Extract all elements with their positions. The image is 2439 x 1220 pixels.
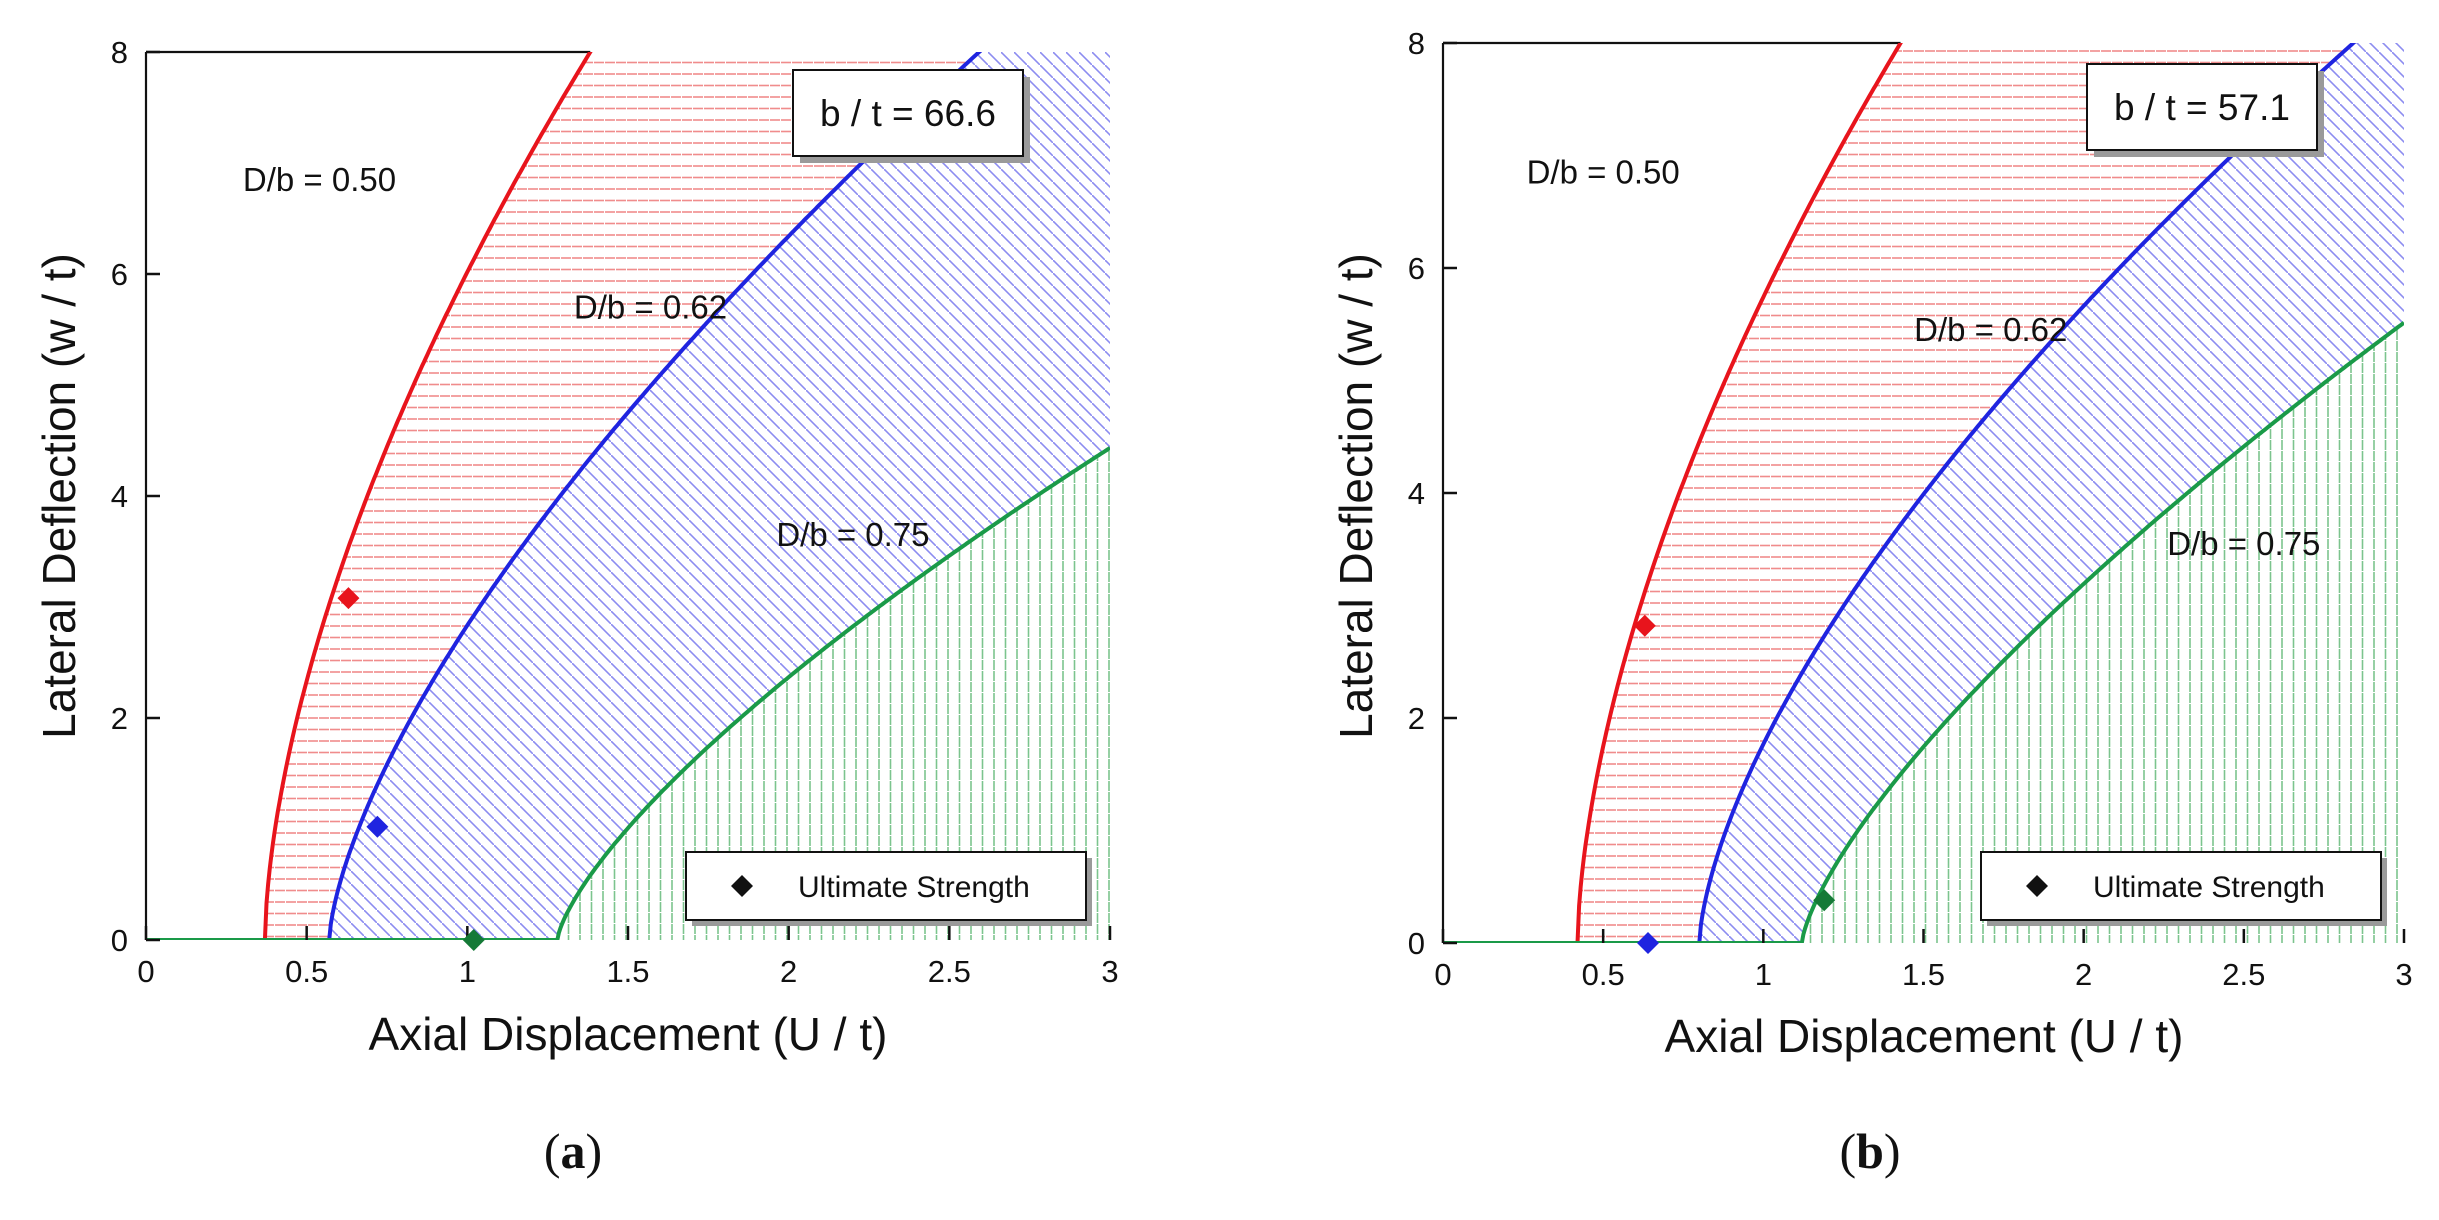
region-hatch-vertical <box>1443 322 2404 943</box>
y-axis-title: Lateral Deflection (w / t) <box>1330 253 1382 739</box>
series-line-1 <box>1443 43 1903 943</box>
y-tick-label: 8 <box>1408 26 1425 61</box>
x-tick-label: 3 <box>1101 954 1118 989</box>
ratio-box: b / t = 66.6 <box>792 69 1030 163</box>
ultimate-strength-point-2 <box>366 815 389 838</box>
ultimate-strength-point-2 <box>1637 932 1660 954</box>
x-tick-label: 1.5 <box>1902 957 1945 992</box>
ticks: 0 0.5 1 1.5 2 2.5 3 0 2 4 6 8 <box>111 35 1119 989</box>
ratio-label: b / t = 66.6 <box>820 93 996 134</box>
ultimate-strength-point-3 <box>462 929 485 951</box>
ratio-label: b / t = 57.1 <box>2114 87 2290 128</box>
ultimate-strength-point-3 <box>1813 889 1836 912</box>
y-tick-label: 2 <box>1408 701 1425 736</box>
curve-label-3: D/b = 0.75 <box>776 516 929 553</box>
caption-letter: b <box>1856 1123 1884 1179</box>
legend-label: Ultimate Strength <box>2093 871 2325 904</box>
legend: Ultimate Strength <box>1980 851 2387 926</box>
x-tick-label: 2.5 <box>928 954 971 989</box>
x-tick-label: 1 <box>1755 957 1772 992</box>
legend: Ultimate Strength <box>685 851 1092 926</box>
region-hatch-diagonal <box>1443 43 2404 943</box>
y-tick-label: 6 <box>111 257 128 292</box>
curve-label-2: D/b = 0.62 <box>574 288 727 325</box>
y-tick-label: 4 <box>111 479 128 514</box>
x-tick-label: 0.5 <box>1582 957 1625 992</box>
ultimate-strength-point-1 <box>337 587 360 610</box>
region-hatch-diagonal <box>146 52 1110 940</box>
y-axis-title: Lateral Deflection (w / t) <box>33 253 85 739</box>
ratio-box-frame <box>2086 63 2318 151</box>
caption-letter: a <box>561 1123 586 1179</box>
ratio-box: b / t = 57.1 <box>2086 63 2324 157</box>
y-tick-label: 8 <box>111 35 128 70</box>
x-tick-label: 2 <box>2075 957 2092 992</box>
legend-diamond-marker <box>2026 875 2048 897</box>
caption-open: ( <box>1839 1123 1856 1179</box>
y-tick-label: 0 <box>1408 926 1425 961</box>
ultimate-strength-markers <box>1633 614 1836 954</box>
series-line-3 <box>1443 321 2404 943</box>
curve-label-2: D/b = 0.62 <box>1914 311 2067 348</box>
x-tick-label: 2 <box>780 954 797 989</box>
y-tick-label: 0 <box>111 923 128 958</box>
y-tick-label: 4 <box>1408 476 1425 511</box>
curve-label-1: D/b = 0.50 <box>1527 154 1680 191</box>
x-axis-title: Axial Displacement (U / t) <box>1665 1010 2184 1062</box>
curve-labels: D/b = 0.50 D/b = 0.62 D/b = 0.75 <box>243 161 930 553</box>
caption-close: ) <box>586 1123 603 1179</box>
y-tick-label: 6 <box>1408 251 1425 286</box>
legend-diamond-marker <box>731 875 753 897</box>
panel-caption: (b) <box>1839 1123 1900 1179</box>
series-line-1 <box>146 52 593 940</box>
curve-label-3: D/b = 0.75 <box>2167 525 2320 562</box>
ticks: 0 0.5 1 1.5 2 2.5 3 0 2 4 6 8 <box>1408 26 2413 992</box>
x-axis-title: Axial Displacement (U / t) <box>369 1008 888 1060</box>
x-tick-label: 1 <box>459 954 476 989</box>
x-tick-label: 1.5 <box>606 954 649 989</box>
x-tick-label: 3 <box>2395 957 2412 992</box>
caption-open: ( <box>544 1123 561 1179</box>
region-hatch-vertical <box>146 447 1110 940</box>
ultimate-strength-point-1 <box>1633 614 1656 637</box>
ultimate-strength-markers <box>337 587 485 951</box>
x-tick-label: 2.5 <box>2222 957 2265 992</box>
curve-labels: D/b = 0.50 D/b = 0.62 D/b = 0.75 <box>1527 154 2321 562</box>
x-tick-label: 0 <box>1434 957 1451 992</box>
series-line-3 <box>146 446 1110 940</box>
x-tick-label: 0 <box>137 954 154 989</box>
panel-caption: (a) <box>544 1123 602 1179</box>
caption-close: ) <box>1884 1123 1901 1179</box>
region-hatch-horizontal <box>146 52 1110 940</box>
y-tick-label: 2 <box>111 701 128 736</box>
hatched-regions <box>146 52 1110 940</box>
curve-label-1: D/b = 0.50 <box>243 161 396 198</box>
legend-label: Ultimate Strength <box>798 871 1030 904</box>
x-tick-label: 0.5 <box>285 954 328 989</box>
ratio-box-frame <box>792 69 1024 157</box>
